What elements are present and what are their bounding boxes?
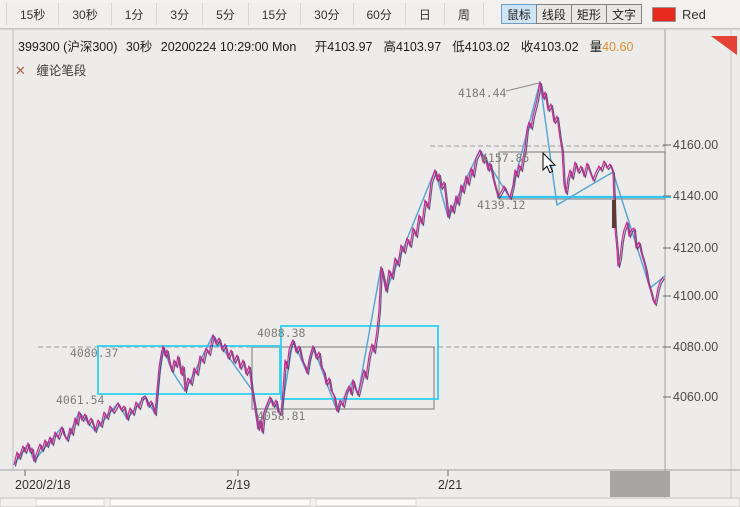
price-line-shadow bbox=[14, 82, 665, 467]
y-axis-label-4100.00: 4100.00 bbox=[673, 289, 718, 303]
interval-button-3分[interactable]: 3分 bbox=[157, 3, 204, 25]
tool-button-文字[interactable]: 文字 bbox=[605, 4, 642, 24]
field-收: 收4103.02 bbox=[521, 40, 585, 54]
interval-button-30秒[interactable]: 30秒 bbox=[59, 3, 112, 25]
field-高: 高4103.97 bbox=[383, 40, 447, 54]
interval-button-5分[interactable]: 5分 bbox=[203, 3, 249, 25]
indicator-tag: ✕ 缠论笔段 bbox=[15, 60, 86, 79]
field-value: 4103.97 bbox=[327, 40, 373, 54]
field-value: 4103.97 bbox=[396, 40, 442, 54]
close-icon[interactable]: ✕ bbox=[15, 63, 26, 78]
price-label-4061.54: 4061.54 bbox=[56, 393, 105, 407]
field-value: 40.60 bbox=[602, 40, 634, 54]
chart-info-bar: 399300 (沪深300) 30秒 20200224 10:29:00 Mon… bbox=[18, 36, 649, 55]
y-axis-label-4080.00: 4080.00 bbox=[673, 340, 718, 354]
interval-button-15分[interactable]: 15分 bbox=[248, 3, 302, 25]
scrollbar-thumb[interactable] bbox=[610, 471, 670, 497]
color-swatch-label: Red bbox=[681, 6, 706, 22]
x-axis-label-2/19: 2/19 bbox=[226, 478, 250, 492]
interval-button-周[interactable]: 周 bbox=[444, 3, 484, 25]
interval-label: 30秒 bbox=[125, 40, 153, 54]
interval-button-group: 15秒 30秒 1分 3分 5分 15分 30分 60分日周 bbox=[6, 3, 484, 25]
datetime-label: 20200224 10:29:00 Mon bbox=[160, 40, 297, 54]
interval-button-60分[interactable]: 60分 bbox=[353, 3, 406, 25]
field-label: 高 bbox=[383, 40, 396, 54]
field-value: 4103.02 bbox=[533, 40, 579, 54]
color-swatch[interactable] bbox=[651, 6, 676, 22]
price-label-4058.81: 4058.81 bbox=[257, 409, 306, 423]
price-label-4157.85: 4157.85 bbox=[481, 151, 529, 165]
scrollbar-segment-0[interactable] bbox=[35, 498, 105, 507]
field-低: 低4103.02 bbox=[452, 40, 516, 54]
price-label-4080.37: 4080.37 bbox=[70, 346, 119, 360]
tool-button-鼠标[interactable]: 鼠标 bbox=[500, 4, 537, 24]
price-label-4088.38: 4088.38 bbox=[257, 326, 306, 340]
toolbar: 15秒 30秒 1分 3分 5分 15分 30分 60分日周 鼠标 线段 矩形 文字 Red bbox=[0, 0, 740, 29]
tool-button-矩形[interactable]: 矩形 bbox=[570, 4, 607, 24]
field-label: 量 bbox=[589, 40, 603, 54]
field-label: 收 bbox=[520, 40, 534, 54]
scrollbar-segment-2[interactable] bbox=[315, 498, 417, 507]
field-label: 低 bbox=[452, 40, 465, 54]
y-axis-label-4060.00: 4060.00 bbox=[673, 390, 718, 404]
scrollbar-segment-1[interactable] bbox=[109, 498, 311, 507]
y-axis-label-4140.00: 4140.00 bbox=[673, 189, 718, 203]
y-axis-label-4120.00: 4120.00 bbox=[673, 241, 718, 255]
field-label: 开 bbox=[314, 40, 328, 54]
interval-button-日[interactable]: 日 bbox=[405, 3, 445, 25]
gray-zone-high bbox=[498, 151, 666, 200]
field-value: 4103.02 bbox=[464, 40, 510, 54]
field-量: 量40.60 bbox=[590, 40, 640, 54]
price-line bbox=[13, 81, 664, 466]
mouse-cursor-icon bbox=[542, 151, 557, 174]
cyan-zone-2 bbox=[280, 325, 439, 400]
symbol-label: 399300 (沪深300) bbox=[18, 40, 118, 54]
tool-button-线段[interactable]: 线段 bbox=[535, 4, 572, 24]
ohlc-readout: 开4103.97 高4103.97 低4103.02 收4103.02 量40.60 bbox=[315, 40, 645, 54]
interval-button-30分[interactable]: 30分 bbox=[301, 3, 354, 25]
x-axis-label-2020/2/18: 2020/2/18 bbox=[15, 478, 71, 492]
cyan-zone-1 bbox=[97, 345, 281, 395]
price-label-4139.12: 4139.12 bbox=[477, 198, 525, 212]
field-开: 开4103.97 bbox=[315, 40, 379, 54]
corner-flag-icon bbox=[711, 36, 737, 55]
y-axis-label-4160.00: 4160.00 bbox=[673, 138, 718, 152]
x-axis-label-2/21: 2/21 bbox=[438, 478, 462, 492]
interval-button-15秒[interactable]: 15秒 bbox=[7, 3, 60, 25]
label-leader-line bbox=[505, 82, 540, 92]
interval-button-1分[interactable]: 1分 bbox=[111, 3, 158, 25]
draw-tool-group: 鼠标 线段 矩形 文字 bbox=[500, 4, 642, 24]
indicator-label: 缠论笔段 bbox=[36, 64, 87, 78]
price-label-4184.44: 4184.44 bbox=[458, 86, 507, 100]
